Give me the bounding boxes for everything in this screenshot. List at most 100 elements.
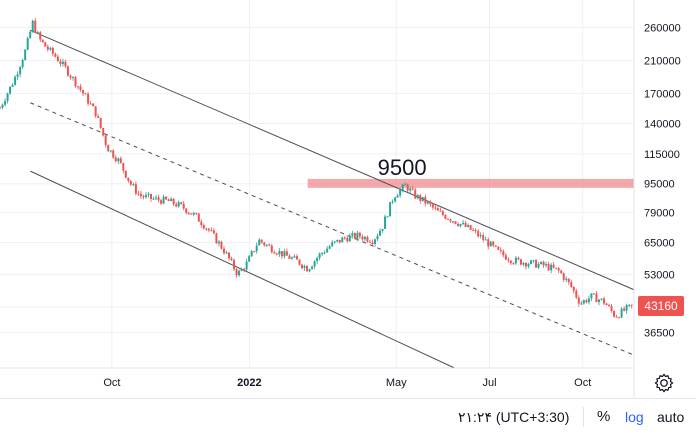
y-tick-label: 53000 [644, 269, 675, 281]
candle-body [293, 256, 296, 258]
candle-body [426, 201, 429, 204]
candle-body [253, 251, 256, 253]
candle-body [373, 239, 376, 245]
x-tick-label: 2022 [237, 377, 261, 389]
candle-body [597, 299, 600, 303]
y-tick-label: 79000 [644, 207, 675, 219]
candle-body [444, 215, 447, 219]
time-axis[interactable]: Oct 2022 May Jul Oct [103, 377, 591, 389]
candle-body [306, 266, 309, 272]
channel-upper-line[interactable] [30, 29, 635, 291]
candle-body [462, 222, 465, 225]
candle-body [230, 258, 233, 260]
candle-body [404, 184, 407, 186]
candle-body [250, 251, 253, 257]
candle-body [318, 253, 321, 258]
candle-body [87, 93, 90, 104]
candle-body [557, 268, 560, 271]
candle-body [484, 239, 487, 241]
candle-body [207, 228, 210, 231]
candle-body [532, 260, 535, 262]
candle-body [275, 253, 278, 255]
trend-lines[interactable] [30, 29, 635, 369]
candle-body [29, 31, 32, 39]
candle-body [623, 308, 626, 311]
candle-body [124, 170, 127, 178]
candle-body [21, 60, 24, 68]
candle-body [260, 239, 263, 243]
candle-body [298, 259, 301, 265]
candle-body [361, 236, 364, 240]
candle-body [618, 317, 621, 319]
candle-body [316, 257, 319, 262]
candle-body [429, 201, 432, 205]
candle-body [285, 251, 288, 256]
candle-body [175, 204, 178, 207]
candle-body [391, 201, 394, 203]
candle-body [170, 198, 173, 202]
candle-body [97, 116, 100, 118]
candle-body [235, 269, 238, 276]
candle-body [202, 225, 205, 229]
candle-body [222, 248, 225, 254]
candle-body [82, 90, 85, 94]
candle-body [577, 297, 580, 304]
candle-body [550, 264, 553, 271]
candle-body [94, 106, 97, 117]
candle-body [69, 75, 72, 78]
candle-body [295, 256, 298, 260]
candle-body [504, 255, 507, 260]
percent-scale-toggle[interactable]: % [597, 408, 611, 425]
candle-body [492, 241, 495, 246]
candle-body [71, 77, 74, 79]
candle-body [542, 261, 545, 266]
log-scale-toggle[interactable]: log [625, 409, 644, 425]
x-tick-label: Jul [482, 377, 496, 389]
candle-body [313, 261, 316, 267]
candle-body [321, 252, 324, 254]
candle-body [472, 229, 475, 231]
gear-icon[interactable] [653, 372, 675, 394]
candle-body [167, 199, 170, 202]
candle-body [137, 193, 140, 195]
candle-body [11, 85, 14, 87]
candle-body [190, 213, 193, 215]
candle-body [155, 197, 158, 199]
candle-body [0, 107, 1, 109]
candle-body [157, 197, 160, 201]
candle-body [562, 273, 565, 280]
candle-body [56, 56, 59, 62]
candle-body [605, 303, 608, 306]
candle-body [147, 194, 150, 196]
timezone-display[interactable]: ۲۱:۲۴ (UTC+3:30) [458, 409, 570, 425]
candle-body [39, 32, 42, 40]
candle-body [514, 257, 517, 264]
candle-body [535, 260, 538, 268]
price-chart[interactable]: 9500 260000 210000 170000 140000 115000 95000… [0, 0, 696, 398]
candle-body [280, 251, 283, 257]
auto-scale-toggle[interactable]: auto [657, 409, 685, 425]
candle-body [482, 235, 485, 240]
candle-body [341, 237, 344, 243]
channel-middle-line[interactable] [30, 102, 635, 356]
candle-body [1, 104, 4, 108]
candle-body [142, 196, 145, 198]
candle-body [399, 189, 402, 196]
price-axis[interactable]: 260000 210000 170000 140000 115000 95000 79000… [644, 22, 681, 339]
candle-body [210, 230, 213, 232]
candle-body [9, 86, 12, 94]
candle-body [217, 241, 220, 244]
candle-body [245, 261, 248, 270]
candle-body [570, 282, 573, 287]
candle-body [328, 246, 331, 249]
candle-body [119, 158, 122, 164]
candle-body [356, 232, 359, 239]
candle-body [379, 230, 382, 236]
y-tick-label: 95000 [644, 179, 675, 191]
candle-body [567, 278, 570, 283]
y-tick-label: 140000 [644, 118, 681, 130]
candle-body [278, 251, 281, 255]
candle-body [615, 316, 618, 318]
candle-body [205, 228, 208, 230]
candle-body [258, 239, 261, 246]
